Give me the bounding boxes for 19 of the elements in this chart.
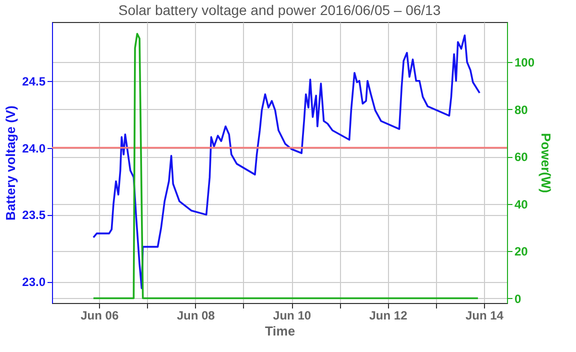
x-tick-label: Jun 14 (465, 308, 504, 322)
x-axis-title: Time (264, 324, 296, 338)
y-tick-label: 24.5 (22, 74, 46, 88)
y2-axis-title: Power(W) (538, 133, 554, 193)
y-tick-label: 23.5 (22, 208, 46, 222)
y2-tick-label: 80 (514, 102, 528, 117)
chart-title: Solar battery voltage and power 2016/06/05 – 06/13 (118, 2, 441, 18)
x-tick-label: Jun 06 (80, 308, 119, 322)
y2-tick-label: 60 (514, 150, 528, 164)
y2-tick-label: 40 (514, 197, 528, 212)
y-tick-label: 23.0 (22, 275, 46, 290)
y2-tick-label: 20 (514, 244, 528, 259)
y2-tick-label: 100 (514, 56, 535, 70)
y-tick-label: 24.0 (22, 141, 46, 156)
y2-tick-label: 0 (514, 292, 522, 306)
x-tick-label: Jun 08 (176, 308, 216, 322)
x-tick-label: Jun 12 (369, 308, 408, 322)
x-tick-label: Jun 10 (273, 308, 312, 322)
y-axis-title: Battery voltage (V) (3, 106, 18, 220)
